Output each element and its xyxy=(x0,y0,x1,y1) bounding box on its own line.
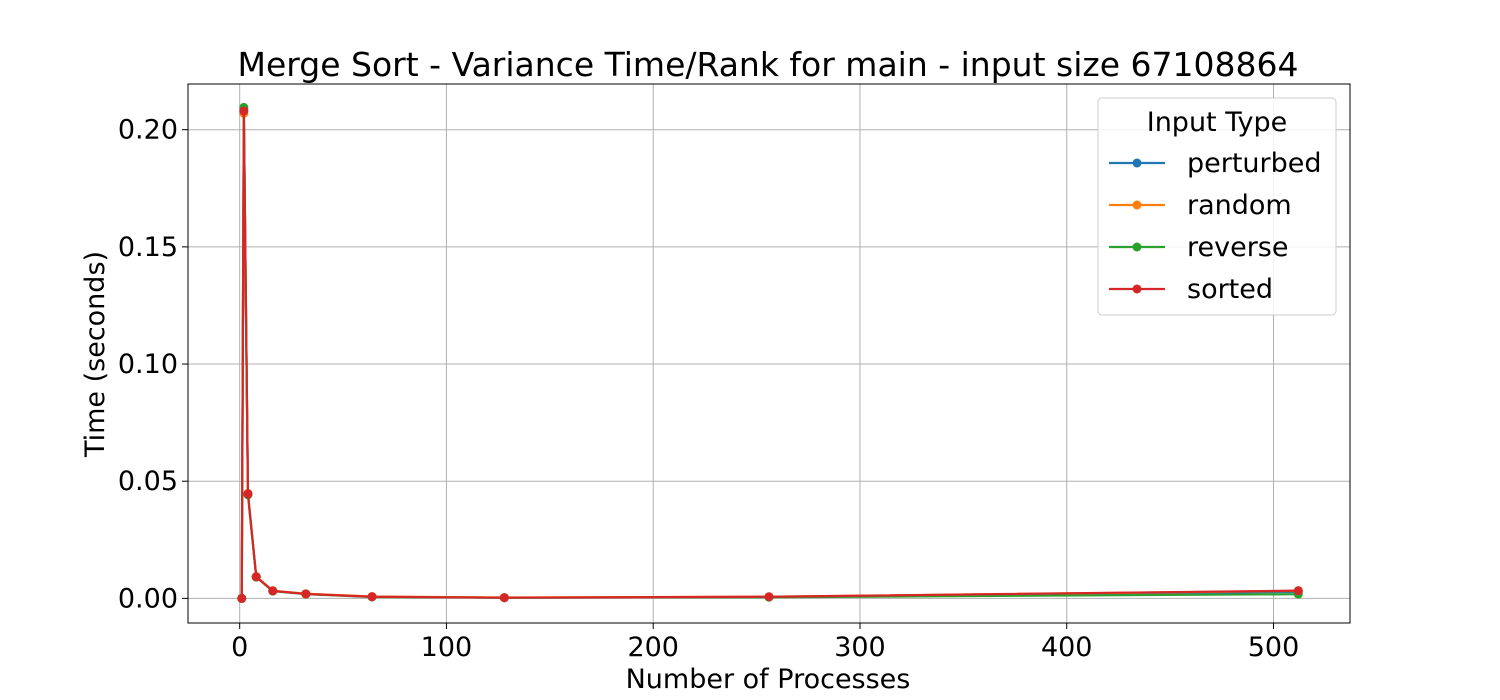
y-tick-label: 0.10 xyxy=(118,349,178,380)
y-axis: 0.00 0.05 0.10 0.15 0.20 xyxy=(118,115,188,614)
x-axis: 0 100 200 300 400 500 xyxy=(231,623,1299,663)
legend-marker xyxy=(1132,242,1142,252)
legend-marker xyxy=(1132,200,1142,210)
data-point xyxy=(239,106,249,116)
legend-marker xyxy=(1132,284,1142,294)
legend-entries: perturbed random reverse sorted xyxy=(1109,148,1322,305)
x-tick-label: 300 xyxy=(834,632,886,663)
series-sorted xyxy=(237,106,1303,603)
legend-entry-perturbed: perturbed xyxy=(1109,148,1322,179)
legend-entry-reverse: reverse xyxy=(1109,232,1289,263)
series-line xyxy=(240,110,1299,599)
data-point xyxy=(301,589,311,599)
legend: Input Type perturbed random reverse sorted xyxy=(1097,97,1337,316)
x-tick-label: 400 xyxy=(1041,632,1093,663)
x-axis-label: Number of Processes xyxy=(626,664,911,695)
legend-marker xyxy=(1132,158,1142,168)
y-tick-label: 0.20 xyxy=(118,115,178,146)
legend-label: reverse xyxy=(1187,232,1289,263)
data-point xyxy=(499,593,509,603)
x-tick-label: 200 xyxy=(627,632,679,663)
data-point xyxy=(268,586,278,596)
x-tick-label: 500 xyxy=(1248,632,1300,663)
legend-box xyxy=(1097,97,1337,316)
legend-label: random xyxy=(1187,190,1292,221)
series-group xyxy=(237,102,1303,603)
chart-title: Merge Sort - Variance Time/Rank for main… xyxy=(238,45,1299,84)
data-point xyxy=(1293,586,1303,596)
data-point xyxy=(764,592,774,602)
x-tick-label: 0 xyxy=(231,632,248,663)
plot-frame xyxy=(187,83,1351,624)
legend-label: perturbed xyxy=(1187,148,1322,179)
data-point xyxy=(367,592,377,602)
y-axis-label: Time (seconds) xyxy=(80,251,111,458)
data-point xyxy=(237,593,247,603)
legend-entry-random: random xyxy=(1109,190,1292,221)
legend-label: sorted xyxy=(1187,274,1273,305)
x-tick-label: 100 xyxy=(421,632,473,663)
y-tick-label: 0.15 xyxy=(118,232,178,263)
y-tick-label: 0.00 xyxy=(118,583,178,614)
legend-title: Input Type xyxy=(1147,107,1288,138)
data-point xyxy=(251,572,261,582)
data-point xyxy=(243,489,253,499)
y-tick-label: 0.05 xyxy=(118,466,178,497)
legend-entry-sorted: sorted xyxy=(1109,274,1273,305)
